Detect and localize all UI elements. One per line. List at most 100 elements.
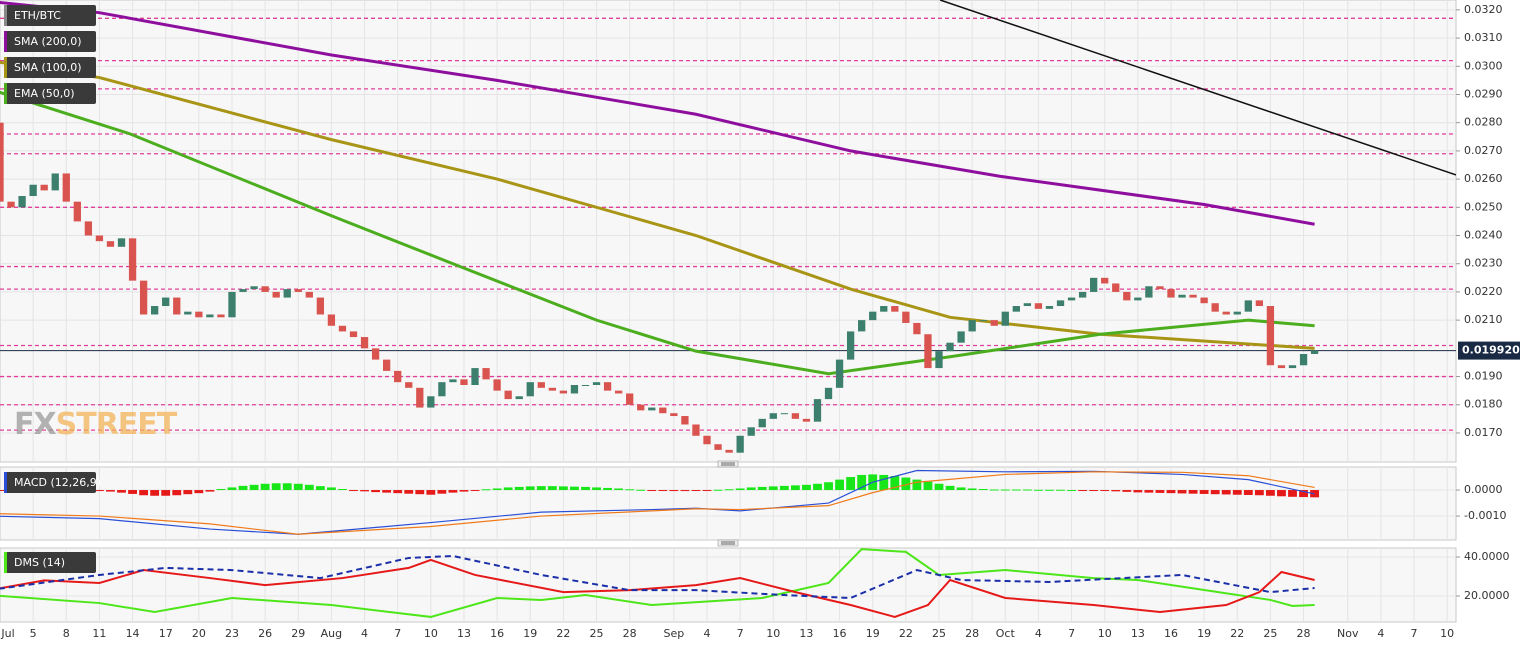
histogram-bar — [481, 489, 491, 491]
candle — [747, 427, 755, 436]
price-pane — [0, 0, 1457, 463]
x-tick-label: 8 — [63, 627, 70, 640]
histogram-bar — [647, 490, 657, 492]
candle — [1112, 283, 1120, 292]
legend-item[interactable]: SMA (100,0) — [4, 57, 96, 78]
histogram-bar — [1277, 490, 1286, 497]
candle — [1156, 286, 1164, 290]
overlay: 0.0170 0.0180 0.0190 0.0210 0.0220 0.0230 0.02… — [0, 3, 1520, 640]
candle — [725, 449, 733, 453]
y-tick-label: 0.0320 — [1464, 3, 1503, 16]
legend-swatch — [4, 83, 7, 104]
x-tick-label: 22 — [1230, 627, 1244, 640]
histogram-bar — [934, 483, 944, 491]
candle — [902, 311, 910, 323]
candle — [581, 385, 590, 386]
candle — [228, 291, 236, 318]
candle — [869, 311, 877, 321]
legend-item[interactable]: EMA (50,0) — [4, 83, 96, 104]
candle — [272, 291, 280, 298]
candle — [637, 404, 645, 411]
histogram-bar — [371, 490, 381, 493]
histogram-bar — [757, 486, 767, 491]
legend-item[interactable]: ETH/BTC — [4, 5, 96, 26]
candle — [383, 359, 391, 371]
histogram-bar — [658, 490, 668, 492]
histogram-bar — [293, 483, 303, 491]
candle — [1178, 294, 1186, 298]
histogram-bar — [879, 474, 889, 491]
candle — [592, 382, 601, 385]
histogram-bar — [702, 490, 712, 492]
legend-item[interactable]: MACD (12,26,9) — [4, 472, 101, 493]
candle — [106, 241, 115, 247]
candle — [1233, 311, 1241, 315]
candle — [1034, 303, 1043, 309]
histogram-bar — [912, 479, 922, 491]
pane-handle[interactable] — [717, 460, 739, 468]
candle — [1211, 303, 1219, 312]
pane-handle[interactable] — [717, 539, 739, 547]
candle — [935, 351, 943, 369]
candle — [7, 201, 15, 208]
histogram-bar — [581, 486, 590, 491]
dms-pane — [0, 547, 1457, 623]
legend-label: EMA (50,0) — [14, 87, 75, 100]
candle — [1255, 300, 1264, 307]
histogram-bar — [835, 479, 844, 491]
candle — [394, 370, 402, 383]
histogram-bar — [227, 487, 237, 491]
legend-box — [4, 472, 96, 493]
legend-item[interactable]: DMS (14) — [4, 552, 96, 573]
trendline — [939, 0, 1456, 176]
histogram-bar — [437, 490, 447, 494]
candle — [338, 325, 347, 332]
candle — [449, 379, 457, 383]
x-tick-label: 29 — [291, 627, 305, 640]
legend-swatch — [4, 31, 7, 52]
histogram-bar — [150, 490, 160, 496]
candle — [40, 184, 48, 191]
candle — [537, 382, 545, 388]
candle — [1078, 291, 1087, 298]
x-tick-label: 17 — [159, 627, 173, 640]
candle — [405, 382, 413, 388]
x-tick-label: 7 — [1411, 627, 1418, 640]
legend-label: MACD (12,26,9) — [14, 476, 101, 489]
candle — [946, 342, 954, 352]
x-tick-label: 10 — [424, 627, 438, 640]
candle — [791, 413, 800, 419]
x-tick-label: 28 — [965, 627, 979, 640]
candle — [570, 385, 579, 394]
x-tick-label: 4 — [1377, 627, 1384, 640]
candle — [151, 306, 159, 315]
candle — [482, 368, 490, 380]
candle — [880, 306, 888, 312]
x-tick-label: 22 — [899, 627, 913, 640]
x-tick-label: 28 — [623, 627, 637, 640]
candle — [73, 201, 81, 222]
x-tick-label: 13 — [799, 627, 813, 640]
histogram-bar — [857, 474, 867, 491]
x-tick-label: 4 — [1035, 627, 1042, 640]
histogram-bar — [106, 490, 115, 492]
legend-item[interactable]: SMA (200,0) — [4, 31, 96, 52]
histogram-bar — [536, 486, 546, 491]
histogram-bar — [1155, 490, 1165, 493]
watermark-part: FX — [14, 407, 56, 442]
candle — [327, 314, 336, 326]
dms-layer — [0, 548, 1456, 622]
histogram-bar — [1243, 490, 1253, 495]
histogram-bar — [790, 485, 800, 491]
histogram-bar — [139, 490, 149, 496]
histogram-bar — [161, 490, 171, 496]
y-tick-label: 0.0300 — [1464, 59, 1503, 72]
histogram-bar — [901, 477, 911, 491]
last-price-box — [1458, 341, 1520, 360]
x-tick-label: 7 — [394, 627, 401, 640]
histogram-bar — [426, 490, 436, 495]
indicator-line — [0, 555, 1315, 599]
candle — [681, 416, 689, 425]
candle — [957, 331, 965, 343]
legend-label: ETH/BTC — [14, 9, 61, 22]
